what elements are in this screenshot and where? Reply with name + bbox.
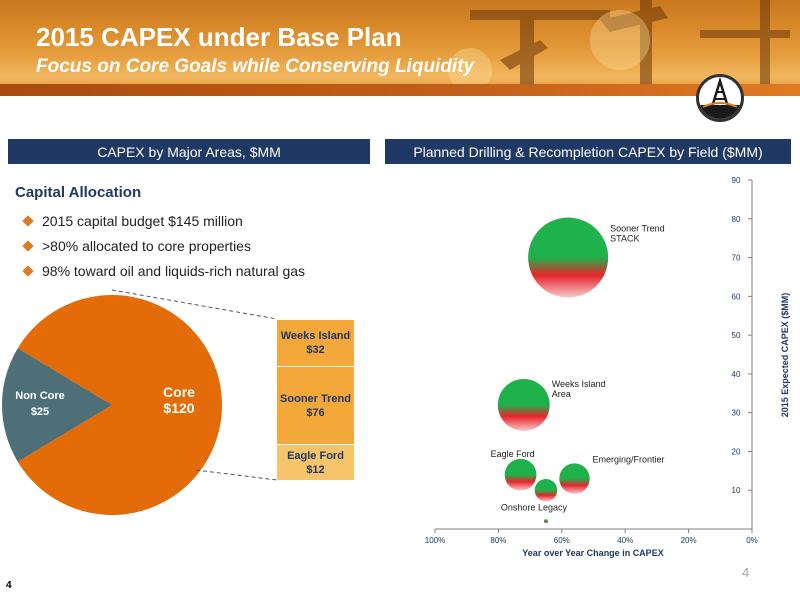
bubble-sooner-trend-stack	[528, 217, 609, 298]
y-tick-label: 20	[732, 447, 741, 456]
pump-jack-background	[448, 0, 790, 92]
y-tick-label: 80	[732, 215, 741, 224]
bubble-label-sooner-trend-stack: Sooner Trend STACK	[610, 224, 665, 244]
bubble-onshore-legacy	[534, 478, 558, 502]
bubble-label-weeks-island-area: Weeks Island Area	[552, 379, 606, 399]
x-tick-label: 60%	[554, 536, 570, 545]
stack-segment-weeks-island: Weeks Island $32	[277, 319, 354, 366]
header-bottom-strip	[0, 84, 800, 96]
y-tick-label: 50	[732, 331, 741, 340]
bubble-emerging-frontier	[559, 463, 590, 494]
slide-number: 4	[742, 565, 750, 580]
capex-by-area-banner: CAPEX by Major Areas, $MM	[8, 139, 370, 164]
stack-segment-sooner-trend: Sooner Trend $76	[277, 366, 354, 444]
y-tick-label: 40	[732, 370, 741, 379]
page-subtitle: Focus on Core Goals while Conserving Liq…	[36, 56, 475, 77]
stack-segment-eagle-ford: Eagle Ford $12	[277, 444, 354, 480]
pie-label-noncore: Non Core $25	[15, 390, 65, 418]
bubble-y-axis-title: 2015 Expected CAPEX ($MM)	[780, 292, 790, 418]
x-tick-label: 100%	[425, 536, 445, 545]
bullet-item: 98% toward oil and liquids-rich natural …	[22, 258, 305, 283]
bullet-item: 2015 capital budget $145 million	[22, 208, 305, 233]
derrick-icon	[699, 77, 741, 119]
x-tick-label: 80%	[490, 536, 506, 545]
company-logo	[696, 74, 744, 122]
bubble-label-onshore-legacy: Onshore Legacy	[501, 502, 568, 512]
x-tick-label: 40%	[617, 536, 633, 545]
pie-label-core: Core $120	[163, 384, 195, 416]
x-tick-label: 0%	[746, 536, 758, 545]
page-title: 2015 CAPEX under Base Plan	[36, 22, 402, 52]
capital-allocation-heading: Capital Allocation	[15, 184, 142, 201]
bubble-x-axis-title: Year over Year Change in CAPEX	[522, 548, 664, 558]
pie-slice-core	[17, 295, 222, 515]
bubble-weeks-island-area	[497, 378, 550, 431]
bullet-item: >80% allocated to core properties	[22, 233, 305, 258]
y-tick-label: 30	[732, 409, 741, 418]
bubble-marker	[543, 519, 549, 524]
bubble-eagle-ford	[504, 458, 537, 491]
capex-by-field-banner: Planned Drilling & Recompletion CAPEX by…	[385, 139, 791, 164]
bubble-label-emerging-frontier: Emerging/Frontier	[592, 454, 664, 464]
y-tick-label: 10	[732, 486, 741, 495]
capex-pie-chart	[2, 295, 222, 515]
allocation-bullet-list: 2015 capital budget $145 million >80% al…	[22, 208, 305, 283]
x-tick-label: 20%	[681, 536, 697, 545]
header-banner: 2015 CAPEX under Base Plan Focus on Core…	[0, 0, 800, 96]
corner-page-number: 4	[6, 580, 12, 591]
y-tick-label: 70	[732, 254, 741, 263]
bubble-label-eagle-ford: Eagle Ford	[491, 449, 535, 459]
pie-slice-noncore	[2, 348, 113, 462]
y-tick-label: 60	[732, 292, 741, 301]
y-tick-label: 90	[732, 176, 741, 185]
